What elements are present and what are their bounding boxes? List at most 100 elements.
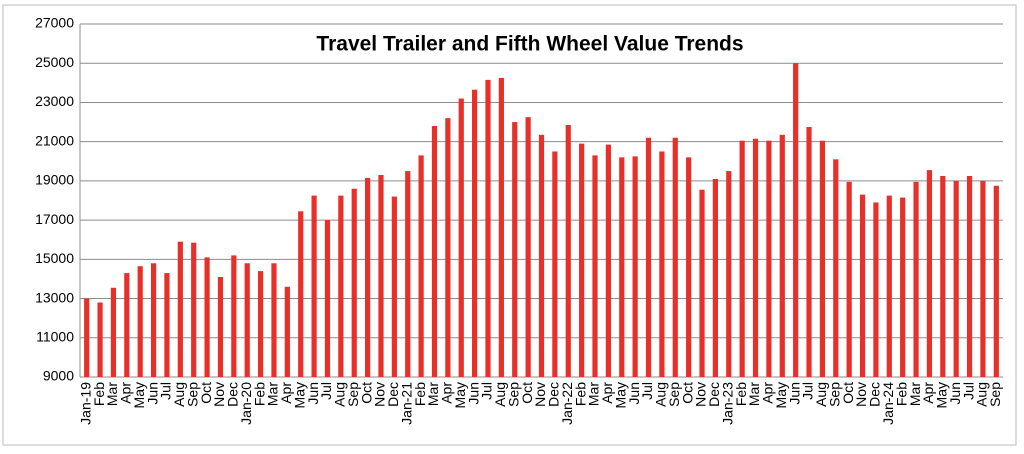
bar (926, 170, 933, 377)
x-tick-label: Apr (599, 382, 615, 404)
bar (177, 241, 183, 377)
bar (391, 196, 397, 377)
x-tick-label: Jul (639, 382, 655, 400)
bar (846, 181, 852, 377)
bar (619, 157, 625, 377)
y-tick-label: 25000 (35, 54, 74, 70)
x-tick-label: May (131, 382, 147, 408)
bar (351, 188, 357, 377)
bar (458, 98, 464, 378)
bar (672, 137, 678, 377)
x-tick-label: Nov (372, 382, 388, 407)
bar (97, 302, 103, 377)
bar (726, 171, 732, 377)
x-tick-label: Jul (800, 382, 816, 400)
x-tick-label: Jul (960, 382, 976, 400)
x-tick-label: Sep (666, 382, 682, 407)
bar (418, 155, 424, 377)
bar (204, 257, 210, 377)
x-tick-label: Sep (184, 382, 200, 407)
x-tick-label: May (452, 382, 468, 408)
x-tick-label: Jun (786, 382, 802, 405)
x-tick-label: Oct (198, 382, 214, 404)
x-tick-label: Oct (519, 382, 535, 404)
bar (779, 134, 785, 377)
x-tick-label: Jun (465, 382, 481, 405)
x-tick-label: Nov (532, 382, 548, 407)
bar (84, 298, 90, 377)
bar (150, 263, 157, 377)
y-tick-label: 23000 (35, 93, 74, 109)
bar (833, 159, 839, 377)
x-tick-label: Sep (987, 382, 1003, 407)
x-tick-label: Dec (867, 382, 883, 407)
x-tick-label: Aug (332, 382, 348, 407)
y-tick-label: 13000 (35, 289, 74, 305)
x-tick-label: Jun (305, 382, 321, 405)
bar (940, 175, 946, 377)
bar (953, 180, 959, 377)
x-tick-label: May (291, 382, 307, 408)
x-tick-label: Feb (412, 382, 428, 406)
bar (859, 194, 866, 377)
x-tick-label: Oct (679, 382, 695, 404)
x-tick-label: Jan-23 (719, 382, 735, 425)
x-tick-label: Aug (974, 382, 990, 407)
x-tick-label: Mar (907, 382, 923, 406)
x-tick-label: Sep (826, 382, 842, 407)
chart-frame (2, 4, 1017, 446)
bar (806, 126, 812, 377)
bar (525, 117, 531, 378)
bar (686, 157, 692, 377)
bar (298, 211, 304, 377)
bar (338, 195, 344, 377)
bar (284, 286, 290, 377)
x-tick-label: Nov (853, 382, 869, 407)
y-tick-label: 19000 (35, 172, 74, 188)
x-tick-label: Jun (947, 382, 963, 405)
bar (485, 79, 491, 378)
x-tick-label: Sep (345, 382, 361, 407)
chart-title: Travel Trailer and Fifth Wheel Value Tre… (316, 33, 743, 56)
y-tick-label: 21000 (35, 132, 74, 148)
bar (993, 185, 999, 377)
x-tick-label: Apr (439, 382, 455, 404)
bar (565, 124, 571, 377)
bar (445, 118, 451, 377)
x-tick-label: Nov (693, 382, 709, 407)
x-tick-label: Apr (760, 382, 776, 404)
y-tick-label: 27000 (35, 15, 74, 31)
x-tick-label: Aug (171, 382, 187, 407)
bar (966, 175, 973, 377)
bar (980, 180, 986, 377)
bar (164, 273, 170, 377)
bar (645, 137, 652, 377)
x-tick-label: Mar (586, 382, 602, 406)
x-tick-label: Aug (653, 382, 669, 407)
x-tick-label: Jun (144, 382, 160, 405)
bar (378, 175, 384, 377)
y-tick-label: 17000 (35, 211, 74, 227)
x-tick-label: Jun (626, 382, 642, 405)
bar (632, 156, 638, 377)
bar (873, 202, 879, 377)
x-tick-label: Mar (425, 382, 441, 406)
bar (886, 195, 892, 377)
x-tick-label: Feb (893, 382, 909, 406)
bar (431, 125, 438, 377)
bar (512, 122, 518, 377)
x-tick-label: Mar (265, 382, 281, 406)
bar (712, 178, 718, 377)
bar (552, 151, 558, 377)
bar (739, 140, 745, 377)
y-tick-label: 9000 (43, 368, 74, 384)
bar (110, 287, 117, 377)
x-tick-label: Dec (706, 382, 722, 407)
x-tick-label: Feb (572, 382, 588, 406)
bar (592, 155, 598, 377)
x-tick-label: Feb (251, 382, 267, 406)
bar (900, 197, 906, 377)
x-tick-label: Jan-22 (559, 382, 575, 425)
